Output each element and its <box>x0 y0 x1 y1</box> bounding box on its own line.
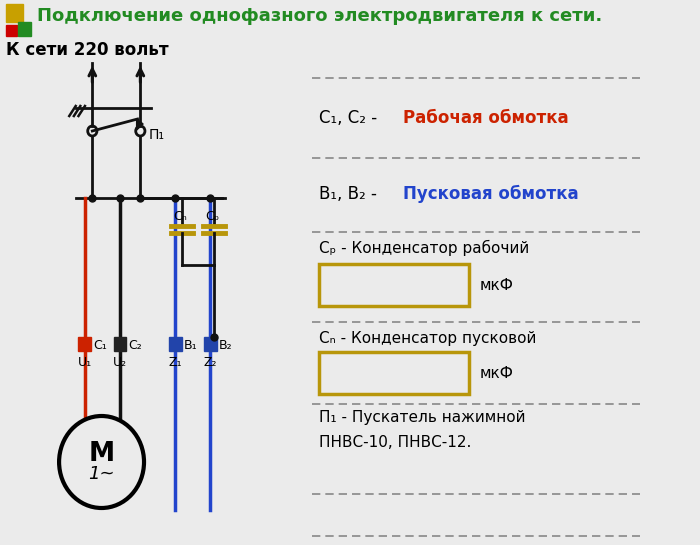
Bar <box>204 337 217 351</box>
Text: U₂: U₂ <box>113 356 127 369</box>
Text: 1~: 1~ <box>88 465 115 483</box>
Text: Z₂: Z₂ <box>204 356 217 369</box>
Bar <box>6 25 17 36</box>
Polygon shape <box>136 119 143 130</box>
Bar <box>6 4 23 22</box>
Text: Сₚ: Сₚ <box>205 210 219 223</box>
Text: мкФ: мкФ <box>480 277 514 293</box>
Text: Подключение однофазного электродвигателя к сети.: Подключение однофазного электродвигателя… <box>37 7 602 25</box>
Text: Z₁: Z₁ <box>169 356 182 369</box>
Text: П₁: П₁ <box>148 128 164 142</box>
Text: П₁ - Пускатель нажимной
ПНВС-10, ПНВС-12.: П₁ - Пускатель нажимной ПНВС-10, ПНВС-12… <box>319 410 526 450</box>
Text: U₁: U₁ <box>78 356 92 369</box>
Text: С₁: С₁ <box>93 339 107 352</box>
Text: К сети 220 вольт: К сети 220 вольт <box>6 41 169 59</box>
Text: В₂: В₂ <box>219 339 232 352</box>
Text: С₂: С₂ <box>128 339 142 352</box>
Bar <box>169 337 182 351</box>
Text: Сₚ - Конденсатор рабочий: Сₚ - Конденсатор рабочий <box>319 240 530 256</box>
Text: Сₙ - Конденсатор пусковой: Сₙ - Конденсатор пусковой <box>319 330 537 346</box>
Text: М: М <box>88 441 115 467</box>
Text: Пусковая обмотка: Пусковая обмотка <box>402 185 578 203</box>
Text: Сₙ: Сₙ <box>173 210 187 223</box>
Text: Рабочая обмотка: Рабочая обмотка <box>402 109 568 127</box>
Bar <box>319 264 469 306</box>
Bar <box>113 337 127 351</box>
Text: В₁, В₂ -: В₁, В₂ - <box>319 185 383 203</box>
Text: мкФ: мкФ <box>480 366 514 380</box>
Bar <box>18 22 32 36</box>
Text: В₁: В₁ <box>183 339 197 352</box>
Text: С₁, С₂ -: С₁, С₂ - <box>319 109 383 127</box>
Bar <box>78 337 92 351</box>
Bar <box>319 352 469 394</box>
